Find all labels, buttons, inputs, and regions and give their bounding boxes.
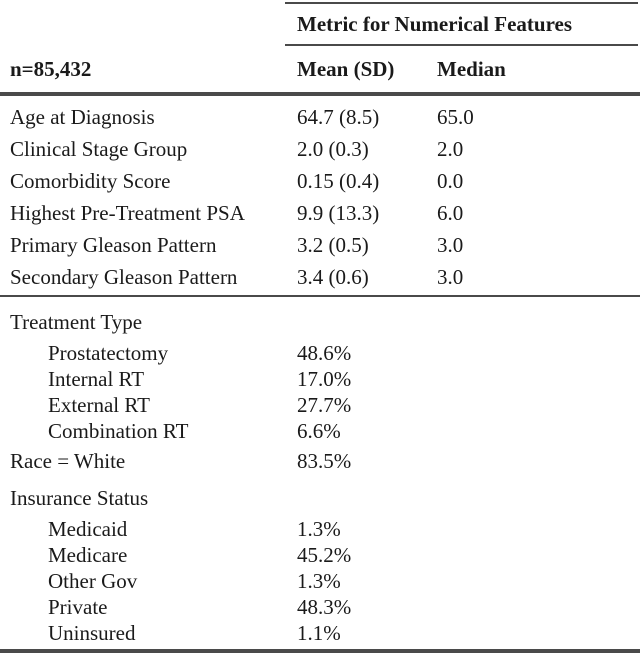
table-row: Prostatectomy 48.6% [0,340,640,366]
column-header-mean-sd: Mean (SD) [297,56,395,81]
row-label: Medicare [48,542,128,567]
bottom-double-rule [0,649,640,653]
row-label: External RT [48,392,150,417]
section-header-row: Insurance Status [0,482,640,514]
table-row: Comorbidity Score 0.15 (0.4) 0.0 [0,165,640,197]
row-mean-sd: 2.0 (0.3) [297,136,369,161]
row-mean-sd: 0.15 (0.4) [297,168,380,193]
row-label: Race = White [10,448,126,473]
row-label: Other Gov [48,568,138,593]
row-median: 0.0 [437,168,464,193]
row-value: 1.3% [297,516,341,541]
row-median: 2.0 [437,136,464,161]
header-double-rule [0,92,640,96]
row-label: Age at Diagnosis [10,104,155,129]
row-label: Internal RT [48,366,145,391]
table-row: Other Gov 1.3% [0,568,640,594]
column-header-row: n=85,432 Mean (SD) Median [0,46,640,92]
group-title-row: Metric for Numerical Features [0,4,640,44]
row-value: 17.0% [297,366,352,391]
row-median: 3.0 [437,264,464,289]
row-value: 83.5% [297,448,352,473]
row-label: Combination RT [48,418,189,443]
row-value: 1.3% [297,568,341,593]
row-label: Insurance Status [10,485,149,510]
table-row: Medicaid 1.3% [0,516,640,542]
header-top-rule [285,2,638,4]
row-label: Secondary Gleason Pattern [10,264,238,289]
table-row: Highest Pre-Treatment PSA 9.9 (13.3) 6.0 [0,197,640,229]
row-median: 65.0 [437,104,474,129]
row-value: 48.3% [297,594,352,619]
row-value: 1.1% [297,620,341,645]
row-mean-sd: 3.4 (0.6) [297,264,369,289]
table-row: Secondary Gleason Pattern 3.4 (0.6) 3.0 [0,261,640,293]
row-label: Prostatectomy [48,340,169,365]
table-row: Medicare 45.2% [0,542,640,568]
column-header-n: n=85,432 [10,56,92,81]
row-value: 48.6% [297,340,352,365]
row-value: 6.6% [297,418,341,443]
row-value: 27.7% [297,392,352,417]
header-mid-rule [285,44,638,46]
numerical-features-section: Age at Diagnosis 64.7 (8.5) 65.0 Clinica… [0,96,640,295]
row-label: Highest Pre-Treatment PSA [10,200,245,225]
row-label: Primary Gleason Pattern [10,232,217,257]
table-row: Internal RT 17.0% [0,366,640,392]
table-row: Age at Diagnosis 64.7 (8.5) 65.0 [0,101,640,133]
table-row: Clinical Stage Group 2.0 (0.3) 2.0 [0,133,640,165]
table-row: Race = White 83.5% [0,446,640,476]
row-value: 45.2% [297,542,352,567]
table-row: External RT 27.7% [0,392,640,418]
row-label: Clinical Stage Group [10,136,188,161]
row-label: Comorbidity Score [10,168,171,193]
row-median: 6.0 [437,200,464,225]
table-row: Combination RT 6.6% [0,418,640,444]
row-mean-sd: 64.7 (8.5) [297,104,380,129]
section-divider-rule [0,295,640,297]
categorical-features-section: Treatment Type Prostatectomy 48.6% Inter… [0,297,640,646]
row-median: 3.0 [437,232,464,257]
row-label: Treatment Type [10,309,143,334]
table-row: Primary Gleason Pattern 3.2 (0.5) 3.0 [0,229,640,261]
row-mean-sd: 3.2 (0.5) [297,232,369,257]
section-header-row: Treatment Type [0,306,640,338]
table-row: Private 48.3% [0,594,640,620]
column-header-median: Median [437,56,506,81]
row-label: Private [48,594,108,619]
row-mean-sd: 9.9 (13.3) [297,200,380,225]
row-label: Uninsured [48,620,136,645]
row-label: Medicaid [48,516,128,541]
table-row: Uninsured 1.1% [0,620,640,646]
group-title: Metric for Numerical Features [297,11,573,36]
